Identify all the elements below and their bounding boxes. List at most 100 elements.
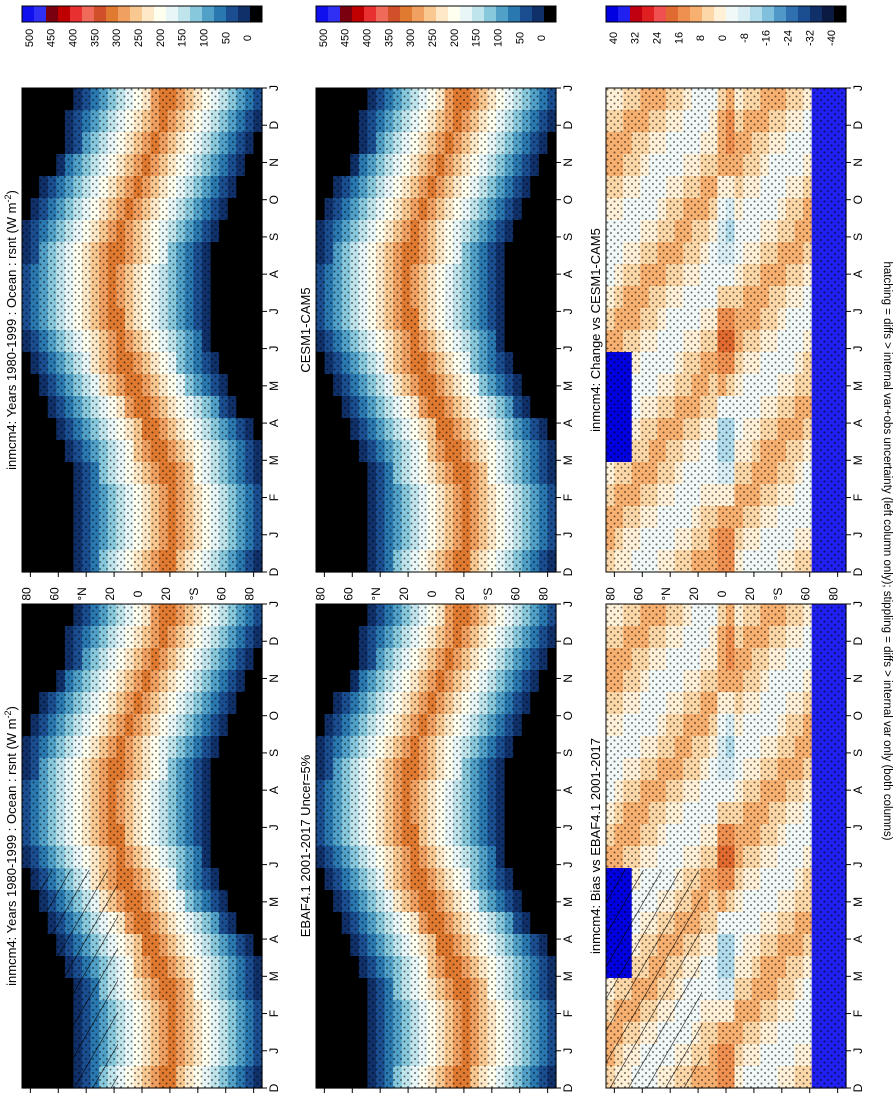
colorbar-swatch — [34, 6, 47, 22]
colorbar-label: 16 — [673, 32, 685, 44]
lat-label: °N — [659, 587, 673, 600]
colorbar-swatch — [822, 6, 835, 22]
colorbar-swatch — [70, 6, 83, 22]
stipple-overlay — [606, 88, 846, 572]
month-label: J — [851, 862, 865, 868]
month-label: A — [267, 786, 281, 794]
colorbar-label: 400 — [68, 29, 80, 47]
colorbar-swatch — [154, 6, 167, 22]
colorbar-swatch — [352, 6, 365, 22]
month-label: D — [561, 121, 575, 130]
colorbar-swatch — [166, 6, 179, 22]
lat-label: °S — [481, 588, 495, 601]
colorbar-label: 200 — [449, 29, 461, 47]
month-label: J — [561, 1048, 575, 1054]
colorbar-swatch — [178, 6, 191, 22]
colorbar-label: 100 — [492, 29, 504, 47]
colorbar-swatch — [786, 6, 799, 22]
panel-title: inmcm4: Bias vs EBAF4.1 2001-2017 — [588, 738, 603, 954]
colorbar-swatch — [328, 6, 341, 22]
stipple-overlay — [316, 88, 556, 572]
month-label: F — [561, 494, 575, 501]
month-label: J — [561, 862, 575, 868]
colorbar-label: 250 — [427, 29, 439, 47]
lat-label: 80 — [537, 587, 551, 601]
month-label: F — [267, 494, 281, 501]
colorbar-label: 150 — [471, 29, 483, 47]
colorbar-swatch — [226, 6, 239, 22]
colorbar-swatch — [508, 6, 521, 22]
colorbar-swatch — [448, 6, 461, 22]
stipple-overlay — [22, 88, 262, 572]
colorbar-swatch — [376, 6, 389, 22]
month-label: A — [851, 935, 865, 943]
month-label: A — [267, 270, 281, 278]
colorbar-swatch — [472, 6, 485, 22]
colorbar-label: -24 — [782, 30, 794, 46]
lat-label: °S — [187, 588, 201, 601]
colorbar-swatch — [702, 6, 715, 22]
colorbar-swatch — [654, 6, 667, 22]
panel-p_bias: inmcm4: Bias vs EBAF4.1 2001-2017 D J F M A M J… — [588, 521, 865, 1107]
colorbar-label: 24 — [652, 32, 664, 44]
colorbar-label: 200 — [155, 29, 167, 47]
colorbar-swatch — [142, 6, 155, 22]
colorbar-swatch — [460, 6, 473, 22]
month-label: S — [851, 233, 865, 241]
month-label: D — [267, 1083, 281, 1092]
panel-p_model_right: inmcm4: Years 1980-1999 : Ocean : rsnt (… — [3, 5, 281, 601]
month-label: J — [267, 532, 281, 538]
month-label: A — [851, 419, 865, 427]
colorbar-swatch — [630, 6, 643, 22]
panel-p_change: inmcm4: Change vs CESM1-CAM5 D J F M A M J J A S O N… — [588, 5, 865, 601]
colorbar-label: 32 — [630, 32, 642, 44]
month-label: J — [561, 346, 575, 352]
month-label: S — [561, 749, 575, 757]
lat-label: 0 — [131, 590, 145, 597]
month-label: D — [851, 567, 865, 576]
colorbar-label: 400 — [362, 29, 374, 47]
month-label: D — [851, 121, 865, 130]
month-label: M — [851, 971, 865, 981]
month-label: M — [561, 897, 575, 907]
month-label: J — [267, 862, 281, 868]
colorbar: 40 32 24 16 8 0 -8 -16 -24 -32 -40 — [605, 5, 847, 46]
colorbar-label: -32 — [804, 30, 816, 46]
lat-label: 60 — [215, 587, 229, 601]
colorbar-swatch — [412, 6, 425, 22]
colorbar-swatch — [436, 6, 449, 22]
title-superscript: -2 — [3, 710, 13, 718]
colorbar-label: 450 — [46, 29, 58, 47]
panel-title: inmcm4: Change vs CESM1-CAM5 — [588, 228, 603, 432]
lat-label: 0 — [425, 590, 439, 597]
month-label: J — [267, 824, 281, 830]
month-label: J — [561, 308, 575, 314]
colorbar-swatch — [190, 6, 203, 22]
lat-label: °S — [771, 588, 785, 601]
month-label: J — [851, 532, 865, 538]
month-label: J — [561, 532, 575, 538]
lat-label: 20 — [743, 587, 757, 601]
month-label: M — [561, 971, 575, 981]
title-superscript: -2 — [3, 194, 13, 202]
title-end: ) — [4, 190, 19, 194]
month-label: J — [267, 85, 281, 91]
colorbar-swatch — [642, 6, 655, 22]
colorbar-swatch — [46, 6, 59, 22]
colorbar-swatch — [22, 6, 35, 22]
lat-label: 20 — [453, 587, 467, 601]
month-label: M — [561, 455, 575, 465]
colorbar-swatch — [388, 6, 401, 22]
month-label: N — [267, 158, 281, 167]
month-label: A — [561, 270, 575, 278]
month-label: F — [851, 1010, 865, 1017]
colorbar-swatch — [714, 6, 727, 22]
colorbar-swatch — [316, 6, 329, 22]
colorbar-label: 0 — [242, 35, 254, 41]
month-label: N — [561, 674, 575, 683]
colorbar-swatch — [340, 6, 353, 22]
month-label: O — [851, 711, 865, 720]
lat-label: 80 — [243, 587, 257, 601]
lat-label: 60 — [799, 587, 813, 601]
